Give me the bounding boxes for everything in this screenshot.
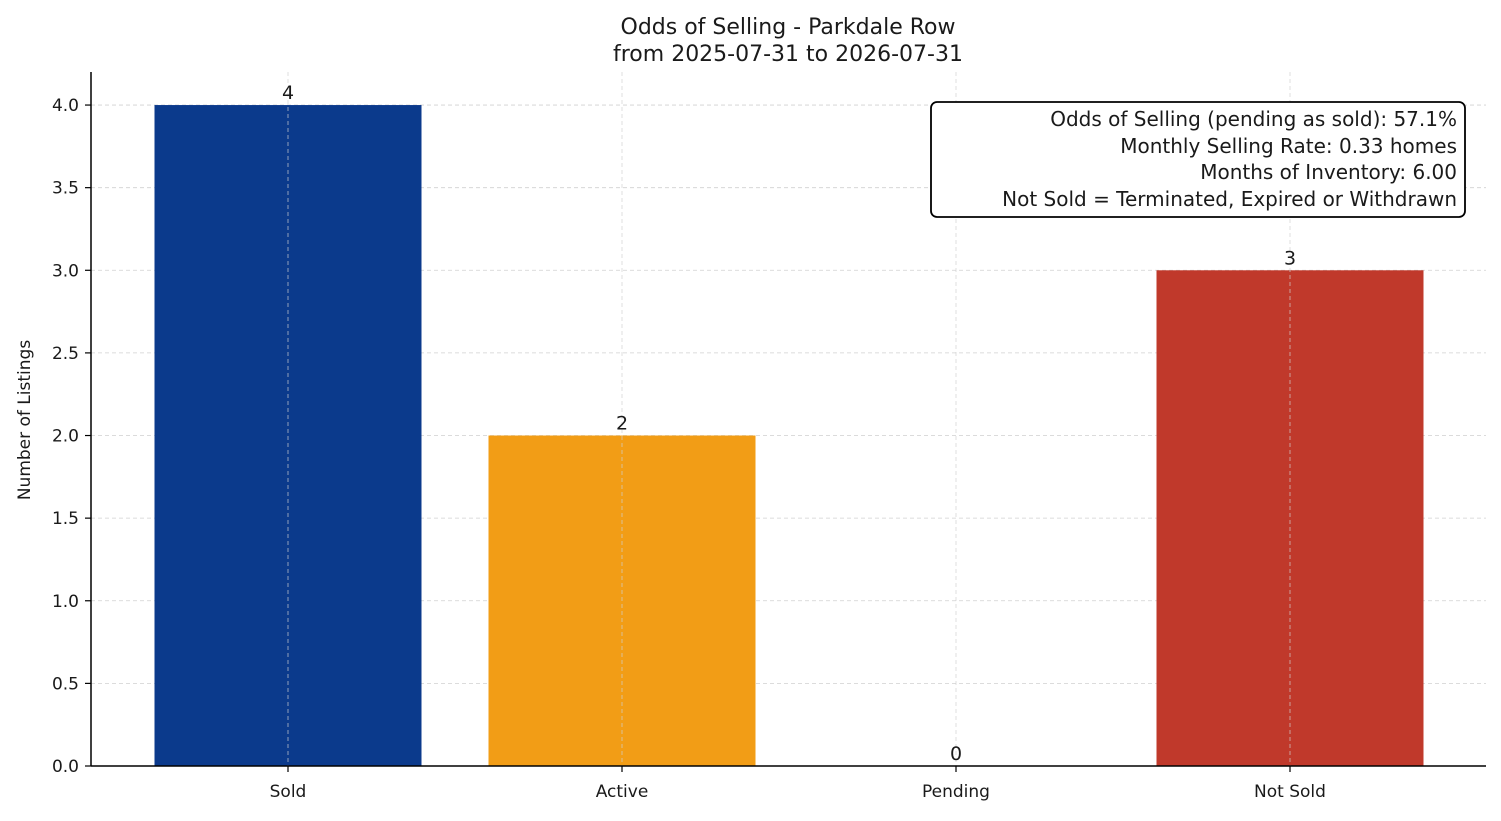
y-tick-label-4: 2.0 xyxy=(52,427,79,447)
chart-subtitle: from 2025-07-31 to 2026-07-31 xyxy=(613,42,963,67)
y-tick-label-0: 0.0 xyxy=(52,757,79,777)
y-tick-label-2: 1.0 xyxy=(52,592,79,612)
y-tick-label-8: 4.0 xyxy=(52,96,79,116)
stats-annotation-box: Odds of Selling (pending as sold): 57.1%… xyxy=(930,101,1466,218)
value-label-0: 4 xyxy=(282,82,294,104)
x-ticks: Sold Active Pending Not Sold xyxy=(270,766,1326,802)
y-tick-label-7: 3.5 xyxy=(52,179,79,199)
value-labels: 4 2 0 3 xyxy=(282,82,1296,765)
chart-title: Odds of Selling - Parkdale Row xyxy=(621,15,956,40)
bar-sold xyxy=(154,105,422,767)
annotation-frame xyxy=(930,101,1466,218)
y-ticks: 0.0 0.5 1.0 1.5 2.0 2.5 3.0 3.5 4.0 xyxy=(52,96,91,777)
x-tick-label-active: Active xyxy=(596,782,649,802)
annotation-odds: Odds of Selling (pending as sold): 57.1% xyxy=(1050,107,1457,131)
value-label-2: 0 xyxy=(950,743,962,765)
annotation-months-inventory: Months of Inventory: 6.00 xyxy=(1200,160,1457,184)
value-label-1: 2 xyxy=(616,413,628,435)
x-tick-label-not-sold: Not Sold xyxy=(1254,782,1326,802)
y-axis-label: Number of Listings xyxy=(15,340,35,500)
annotation-not-sold-definition: Not Sold = Terminated, Expired or Withdr… xyxy=(1002,187,1457,211)
y-tick-label-5: 2.5 xyxy=(52,344,79,364)
x-tick-label-pending: Pending xyxy=(922,782,990,802)
annotation-selling-rate: Monthly Selling Rate: 0.33 homes xyxy=(1120,134,1457,158)
value-label-3: 3 xyxy=(1284,247,1296,269)
x-tick-label-sold: Sold xyxy=(270,782,307,802)
y-tick-label-3: 1.5 xyxy=(52,509,79,529)
y-tick-label-6: 3.0 xyxy=(52,261,79,281)
y-tick-label-1: 0.5 xyxy=(52,674,79,694)
